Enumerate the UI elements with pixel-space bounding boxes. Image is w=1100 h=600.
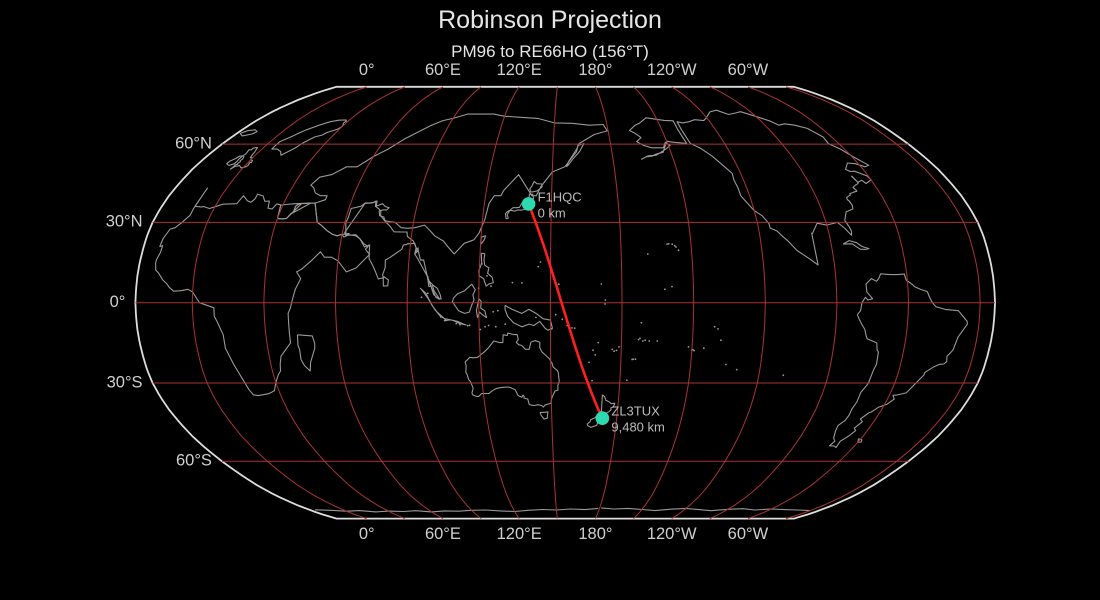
- svg-text:180°: 180°: [578, 525, 612, 543]
- svg-text:ZL3TUX: ZL3TUX: [611, 404, 660, 419]
- svg-text:120°E: 120°E: [497, 525, 542, 543]
- svg-text:9,480 km: 9,480 km: [611, 420, 664, 435]
- svg-text:30°N: 30°N: [106, 213, 143, 231]
- svg-text:60°N: 60°N: [175, 134, 212, 152]
- svg-text:0°: 0°: [110, 293, 126, 311]
- svg-text:60°E: 60°E: [425, 525, 461, 543]
- svg-text:F1HQC: F1HQC: [538, 189, 582, 204]
- svg-text:0 km: 0 km: [538, 205, 566, 220]
- svg-text:0°: 0°: [359, 525, 375, 543]
- svg-text:60°W: 60°W: [728, 525, 769, 543]
- svg-text:120°W: 120°W: [647, 525, 697, 543]
- svg-text:30°S: 30°S: [107, 373, 143, 391]
- svg-text:60°W: 60°W: [728, 61, 769, 79]
- svg-text:120°E: 120°E: [497, 61, 542, 79]
- svg-text:120°W: 120°W: [647, 61, 697, 79]
- svg-text:60°S: 60°S: [176, 452, 212, 470]
- svg-text:180°: 180°: [578, 61, 612, 79]
- svg-text:60°E: 60°E: [425, 61, 461, 79]
- svg-text:0°: 0°: [359, 61, 375, 79]
